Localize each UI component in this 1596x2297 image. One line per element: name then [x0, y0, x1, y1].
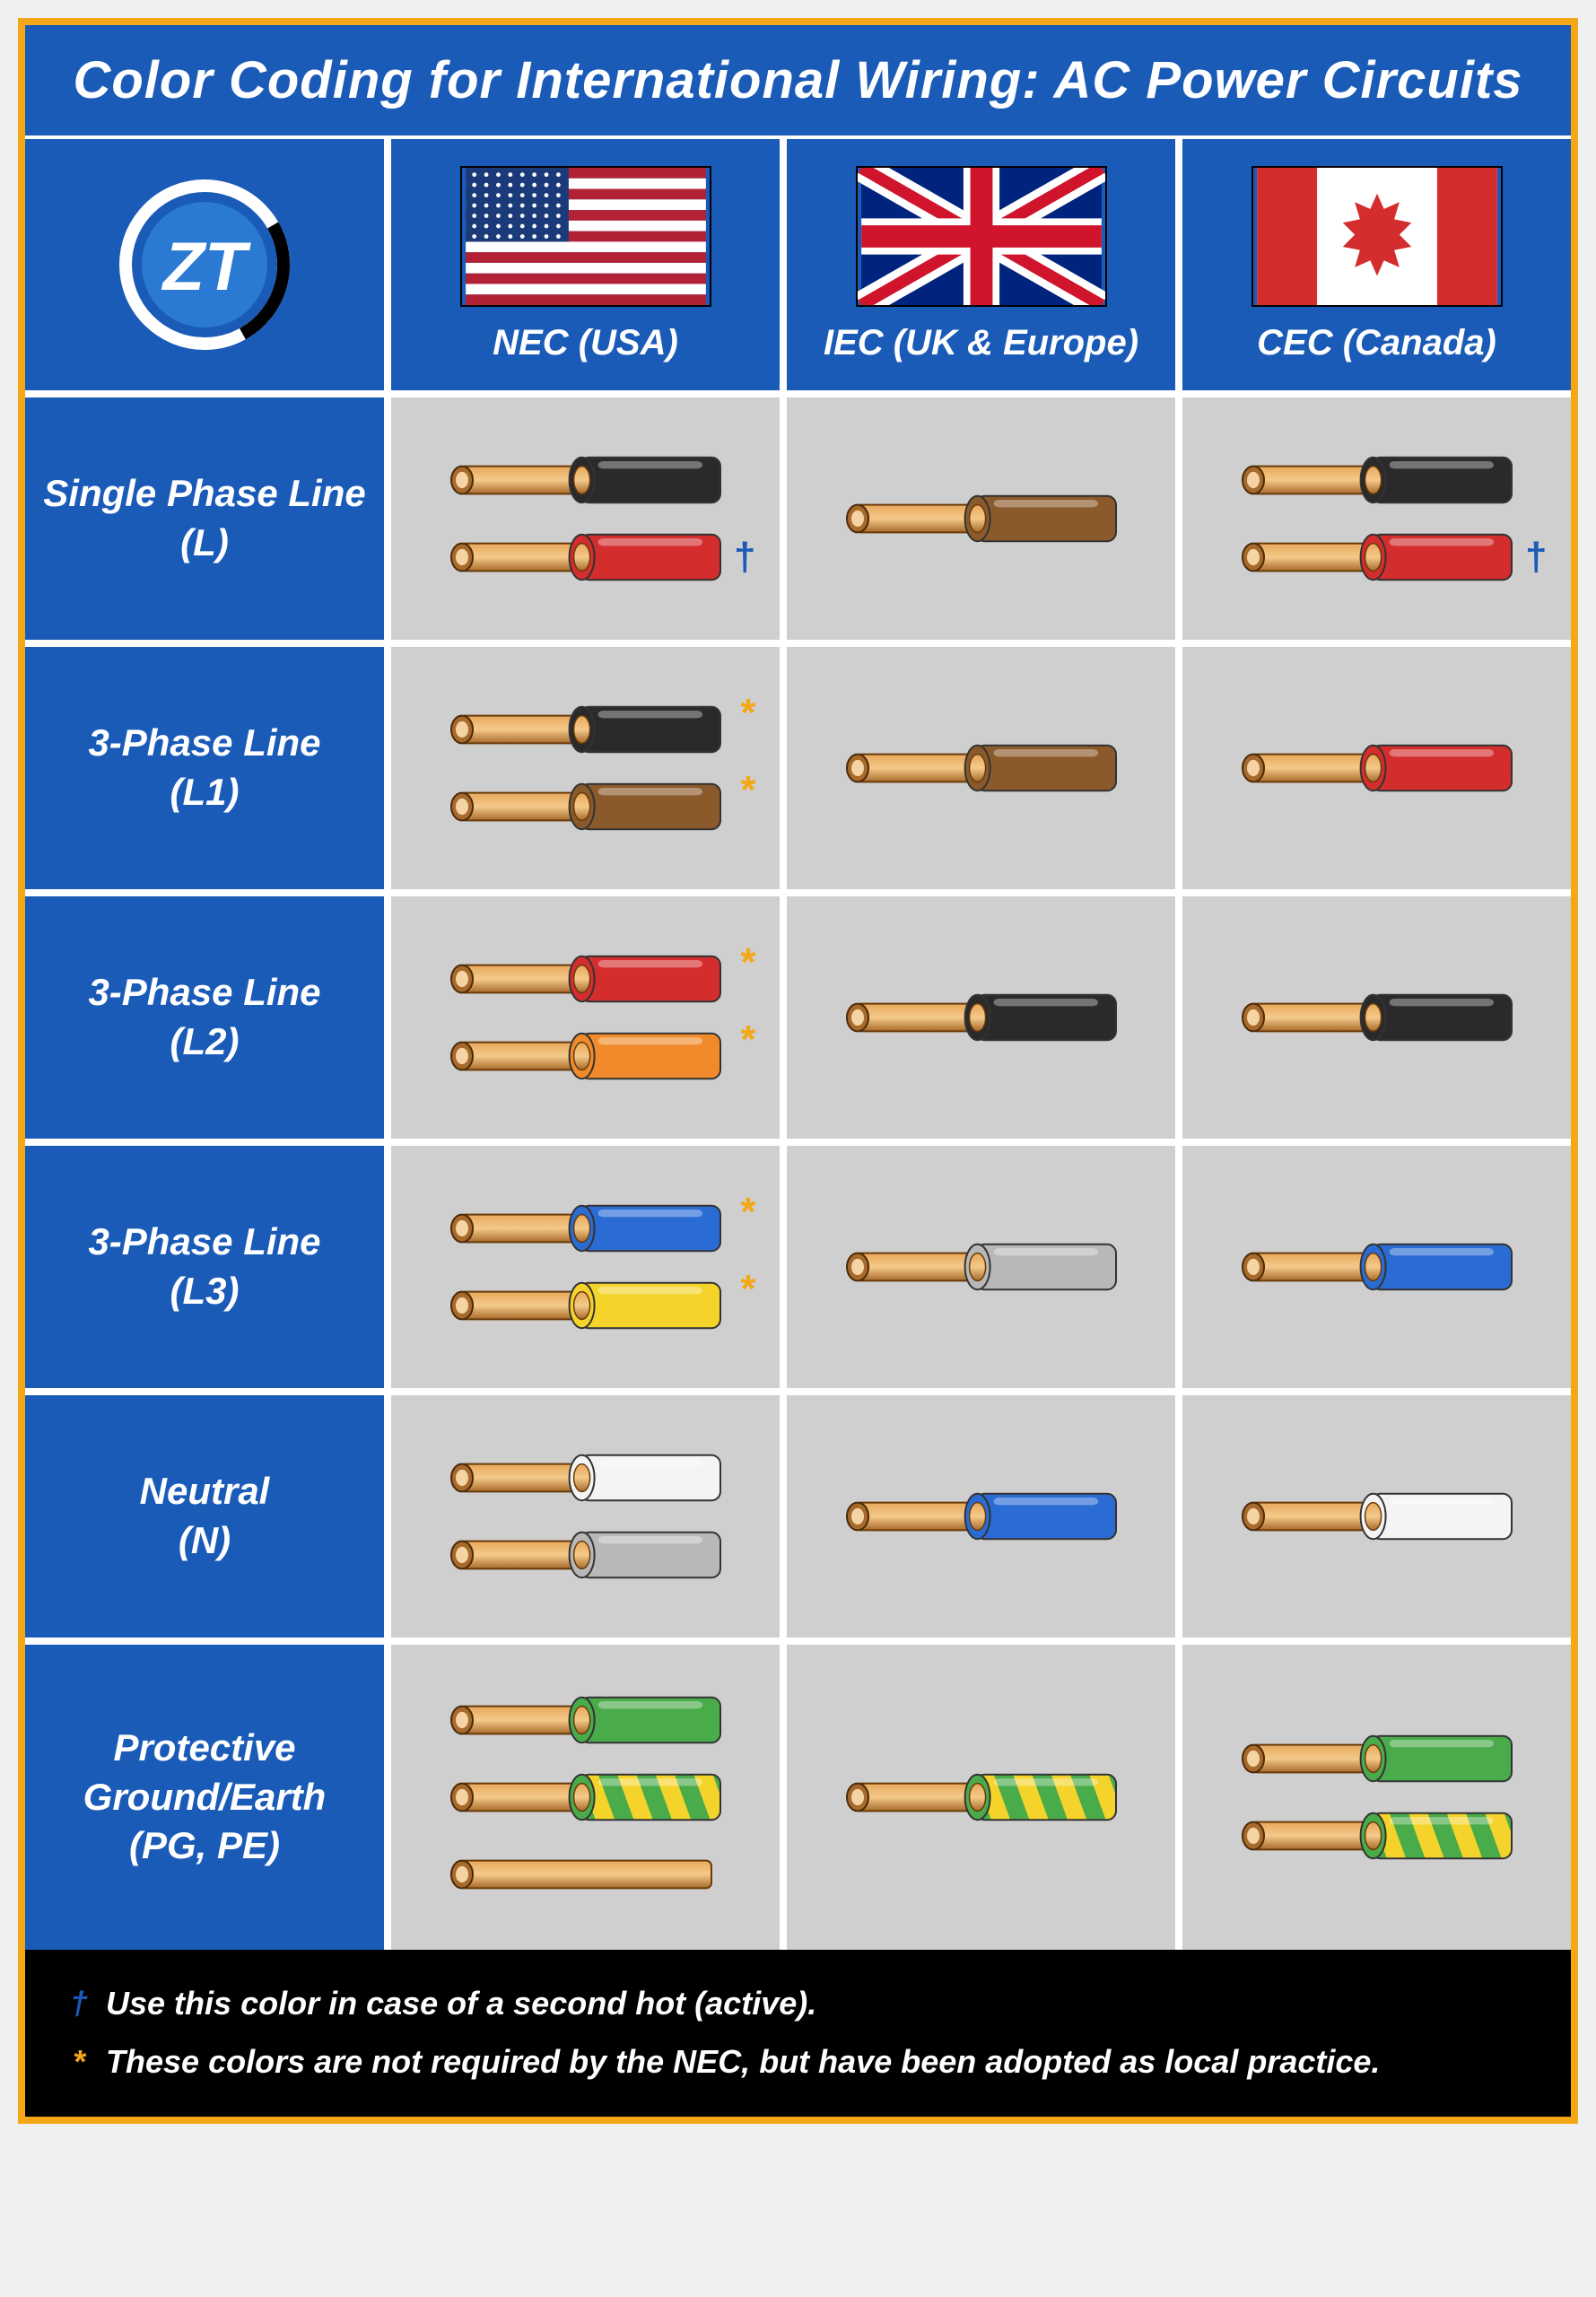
- poster-inner: Color Coding for International Wiring: A…: [25, 25, 1571, 2117]
- wire-white: [442, 1446, 729, 1509]
- cell-l3-nec: * *: [391, 1146, 780, 1388]
- row-header-neutral: Neutral(N): [25, 1395, 384, 1638]
- row-header-ground: ProtectiveGround/Earth(PG, PE): [25, 1645, 384, 1950]
- row-header-l1: 3-Phase Line(L1): [25, 647, 384, 889]
- star-icon: *: [740, 1267, 755, 1312]
- column-header-cec: CEC (Canada): [1182, 139, 1571, 390]
- column-header-nec: NEC (USA): [391, 139, 780, 390]
- wire-grey: [838, 1236, 1125, 1298]
- wire-bare: [442, 1843, 729, 1906]
- star-icon: *: [740, 1190, 755, 1235]
- wire-blue: [838, 1485, 1125, 1548]
- wire-brown: [838, 737, 1125, 799]
- wire-black: *: [442, 698, 729, 761]
- legend-star: * These colors are not required by the N…: [61, 2033, 1535, 2092]
- wire-brown: [838, 487, 1125, 550]
- wire-black: [1234, 449, 1521, 511]
- wire-blue: [1234, 1236, 1521, 1298]
- page-title: Color Coding for International Wiring: A…: [25, 25, 1571, 139]
- star-icon: *: [740, 768, 755, 813]
- wire-blue: *: [442, 1197, 729, 1260]
- column-label: IEC (UK & Europe): [824, 323, 1138, 363]
- cell-neutral-nec: [391, 1395, 780, 1638]
- cell-l3-iec: [787, 1146, 1175, 1388]
- wire-brown: *: [442, 775, 729, 838]
- cell-l2-nec: * *: [391, 896, 780, 1139]
- star-icon: *: [740, 940, 755, 985]
- cell-l1-iec: [787, 647, 1175, 889]
- brand-logo: ZT: [115, 175, 294, 354]
- dagger-icon: †: [1525, 535, 1547, 580]
- wiring-grid: ZT NEC (USA) IEC (UK & Europe) CEC (Cana…: [25, 139, 1571, 1950]
- wire-green: [1234, 1727, 1521, 1790]
- dagger-icon: †: [61, 1975, 97, 2033]
- wire-green_yellow: [442, 1766, 729, 1829]
- column-label: CEC (Canada): [1257, 323, 1496, 363]
- cell-single-iec: [787, 397, 1175, 640]
- cell-l1-cec: [1182, 647, 1571, 889]
- row-header-l2: 3-Phase Line(L2): [25, 896, 384, 1139]
- cell-neutral-iec: [787, 1395, 1175, 1638]
- wire-orange: *: [442, 1025, 729, 1087]
- column-label: NEC (USA): [493, 323, 678, 363]
- wire-green_yellow: [838, 1766, 1125, 1829]
- wire-white: [1234, 1485, 1521, 1548]
- wire-black: [442, 449, 729, 511]
- wire-red: †: [1234, 526, 1521, 589]
- cell-l2-iec: [787, 896, 1175, 1139]
- row-header-single: Single Phase Line(L): [25, 397, 384, 640]
- svg-text:ZT: ZT: [161, 229, 251, 305]
- wire-red: [1234, 737, 1521, 799]
- star-icon: *: [61, 2033, 97, 2092]
- cell-ground-iec: [787, 1645, 1175, 1950]
- cell-l3-cec: [1182, 1146, 1571, 1388]
- logo-cell: ZT: [25, 139, 384, 390]
- wire-green_yellow: [1234, 1804, 1521, 1867]
- cell-ground-nec: [391, 1645, 780, 1950]
- dagger-icon: †: [734, 535, 755, 580]
- legend-dagger: † Use this color in case of a second hot…: [61, 1975, 1535, 2033]
- poster-frame: Color Coding for International Wiring: A…: [18, 18, 1578, 2124]
- cell-single-cec: †: [1182, 397, 1571, 640]
- wire-black: [1234, 986, 1521, 1049]
- cell-l1-nec: * *: [391, 647, 780, 889]
- cell-l2-cec: [1182, 896, 1571, 1139]
- wire-green: [442, 1689, 729, 1751]
- wire-grey: [442, 1524, 729, 1586]
- wire-black: [838, 986, 1125, 1049]
- wire-yellow: *: [442, 1274, 729, 1337]
- cell-ground-cec: [1182, 1645, 1571, 1950]
- wire-red: *: [442, 948, 729, 1010]
- star-icon: *: [740, 691, 755, 736]
- footer-legend: † Use this color in case of a second hot…: [25, 1950, 1571, 2117]
- row-header-l3: 3-Phase Line(L3): [25, 1146, 384, 1388]
- column-header-iec: IEC (UK & Europe): [787, 139, 1175, 390]
- wire-red: †: [442, 526, 729, 589]
- cell-neutral-cec: [1182, 1395, 1571, 1638]
- cell-single-nec: †: [391, 397, 780, 640]
- star-icon: *: [740, 1017, 755, 1062]
